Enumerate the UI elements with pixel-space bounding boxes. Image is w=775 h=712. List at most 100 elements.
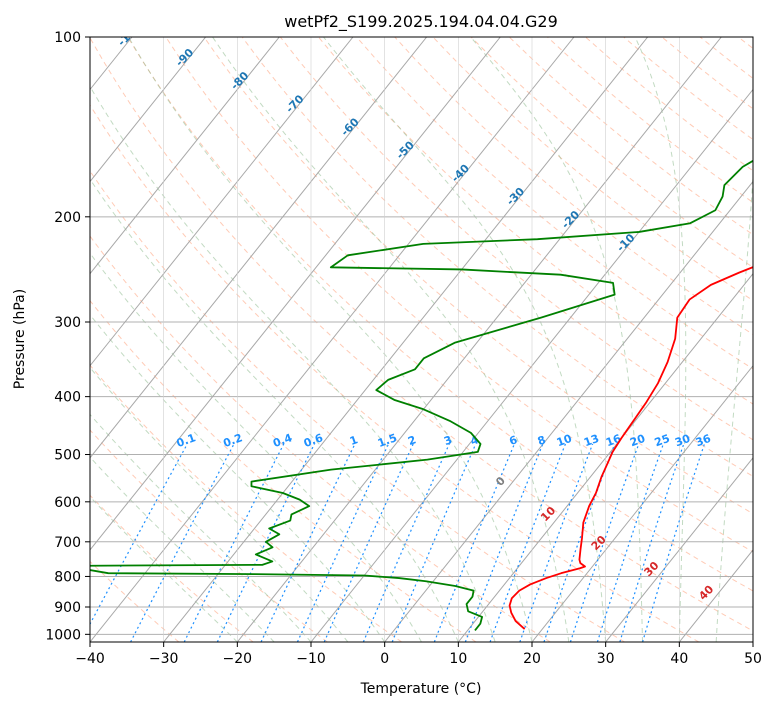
- mixing-ratio-label: 25: [653, 432, 672, 449]
- isotherm-label: -100: [115, 20, 144, 49]
- y-tick-label: 100: [54, 30, 81, 46]
- x-tick-label: 0: [380, 651, 389, 667]
- moist-adiabat: [90, 313, 386, 642]
- mixing-ratio-label: 0.1: [175, 431, 198, 450]
- isotherm-gridline: [605, 457, 753, 642]
- isotherm-gridline: [90, 37, 207, 183]
- mixing-ratio-line: [596, 443, 664, 642]
- mixing-ratio-label: 36: [694, 432, 713, 450]
- isotherm-gridline: [90, 37, 280, 275]
- mixing-ratio-line: [464, 443, 544, 642]
- mixing-ratio-label: 1: [348, 433, 360, 448]
- mixing-ratio-label: 10: [555, 432, 574, 450]
- mixing-ratio-line: [296, 443, 390, 642]
- y-tick-label: 1000: [45, 627, 81, 643]
- moist-adiabat: [90, 252, 422, 642]
- dry-adiabat: [90, 170, 625, 642]
- moist-adiabat: [90, 85, 496, 642]
- moist-adiabat: [90, 178, 459, 642]
- moist-adiabat: [634, 37, 687, 642]
- moist-adiabat: [90, 366, 349, 642]
- mixing-ratio-line: [323, 443, 414, 642]
- mixing-ratio-line: [130, 443, 235, 642]
- dry-adiabat: [279, 37, 753, 441]
- mixing-ratio-line: [519, 443, 594, 642]
- x-tick-label: −10: [296, 651, 326, 667]
- y-tick-label: 600: [54, 495, 81, 511]
- mixing-ratio-line: [260, 443, 356, 642]
- mixing-ratio-label: 16: [604, 432, 623, 450]
- mixing-ratio-line: [619, 443, 685, 642]
- mixing-ratio-line: [90, 443, 188, 626]
- chart-title: wetPf2_S199.2025.194.04.04.G29: [284, 12, 558, 32]
- mixing-ratio-line: [642, 443, 705, 642]
- mixing-ratio-label: 30: [673, 432, 692, 450]
- isotherm-gridline: [531, 364, 753, 642]
- mixing-ratio-line: [391, 443, 477, 642]
- mixing-ratio-label: 4: [469, 433, 481, 448]
- mixing-ratio-label: 8: [536, 433, 548, 448]
- mixing-ratio-label: 1.5: [376, 431, 399, 450]
- dry-adiabat: [90, 37, 753, 632]
- dry-adiabat: [90, 235, 551, 642]
- dry-adiabat: [127, 37, 753, 592]
- x-tick-label: 10: [449, 651, 467, 667]
- moist-adiabat: [128, 37, 533, 642]
- plot-frame: [89, 36, 754, 643]
- mixing-ratio-line: [362, 443, 450, 642]
- dewpoint-profile: [90, 159, 753, 631]
- isotherm-gridline: [236, 37, 722, 642]
- dry-adiabat: [203, 37, 753, 515]
- isotherm-gridline: [163, 37, 649, 642]
- isotherm-gridline: [90, 37, 428, 459]
- x-tick-label: −30: [149, 651, 179, 667]
- mixing-ratio-label: 20: [628, 432, 647, 450]
- mixing-ratio-label: 13: [582, 432, 601, 449]
- x-axis-label: Temperature (°C): [360, 681, 482, 697]
- dry-adiabat: [90, 494, 254, 642]
- y-tick-label: 800: [54, 569, 81, 585]
- dry-adiabat: [90, 299, 477, 642]
- mixing-ratio-line: [183, 443, 285, 642]
- dry-adiabat: [394, 37, 753, 336]
- mixing-ratio-line: [433, 443, 515, 642]
- moist-adiabat: [212, 37, 570, 642]
- isotherm-gridline: [90, 37, 354, 367]
- isotherm-gridline: [90, 37, 501, 551]
- y-tick-label: 200: [54, 210, 81, 226]
- dry-adiabat: [90, 560, 180, 642]
- mixing-ratio-line: [569, 443, 640, 642]
- x-tick-label: 30: [597, 651, 615, 667]
- y-tick-label: 300: [54, 315, 81, 331]
- isotherm-gridline: [90, 37, 575, 642]
- mixing-ratio-label: 3: [442, 433, 454, 448]
- isotherm-gridline: [457, 272, 753, 642]
- mixing-ratio-label: 0.2: [221, 431, 244, 450]
- moist-adiabat: [470, 37, 643, 642]
- mixing-ratio-line: [216, 443, 316, 642]
- mixing-ratio-label: 0.6: [302, 431, 325, 450]
- moist-adiabat: [323, 37, 607, 642]
- mixing-ratio-label: 0.4: [271, 431, 294, 450]
- mixing-ratio-label: 6: [507, 433, 519, 448]
- x-tick-label: −40: [75, 651, 105, 667]
- x-tick-label: 40: [670, 651, 688, 667]
- dry-adiabat: [90, 104, 700, 642]
- dry-adiabat: [318, 37, 753, 405]
- isotherm-gridline: [310, 88, 753, 642]
- y-tick-label: 400: [54, 390, 81, 406]
- y-tick-label: 900: [54, 600, 81, 616]
- temperature-profile: [508, 266, 753, 630]
- mixing-ratio-line: [489, 443, 567, 642]
- isotherm-gridline: [384, 180, 753, 642]
- dry-adiabat: [165, 37, 753, 553]
- moist-adiabat: [715, 167, 753, 642]
- y-tick-label: 500: [54, 448, 81, 464]
- x-tick-label: 50: [744, 651, 762, 667]
- x-tick-label: −20: [223, 651, 253, 667]
- y-axis-label: Pressure (hPa): [12, 289, 28, 389]
- x-tick-label: 20: [523, 651, 541, 667]
- mixing-ratio-label: 2: [406, 433, 418, 448]
